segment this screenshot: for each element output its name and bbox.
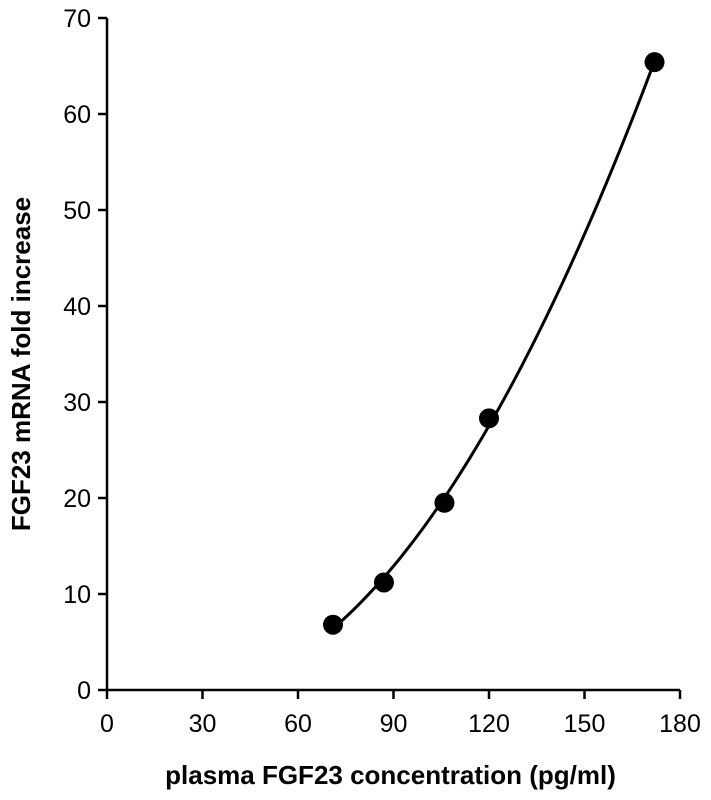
y-axis-title: FGF23 mRNA fold increase — [6, 197, 36, 531]
x-tick-label: 120 — [468, 710, 510, 738]
y-ticks: 0 10 20 30 40 50 60 70 — [63, 5, 107, 705]
x-axis-title: plasma FGF23 concentration (pg/ml) — [165, 760, 616, 790]
x-ticks: 0 30 60 90 120 150 180 — [100, 690, 701, 738]
x-tick-label: 150 — [564, 710, 606, 738]
fit-curve — [332, 60, 656, 630]
data-point — [644, 52, 665, 73]
x-tick-label: 0 — [100, 710, 114, 738]
y-tick-label: 0 — [77, 677, 91, 705]
x-tick-label: 90 — [380, 710, 408, 738]
data-point — [323, 614, 344, 635]
y-tick-label: 70 — [63, 5, 91, 33]
data-point — [479, 408, 499, 429]
x-tick-label: 180 — [659, 710, 701, 738]
axes — [105, 18, 680, 692]
y-tick-label: 30 — [63, 389, 91, 417]
y-tick-label: 50 — [63, 197, 91, 225]
x-tick-label: 60 — [284, 710, 312, 738]
data-point — [434, 492, 455, 513]
y-tick-label: 20 — [63, 485, 91, 513]
y-tick-label: 40 — [63, 293, 91, 321]
data-point — [373, 572, 394, 593]
data-points — [323, 52, 665, 635]
x-tick-label: 30 — [189, 710, 217, 738]
y-tick-label: 10 — [63, 581, 91, 609]
y-tick-label: 60 — [63, 101, 91, 129]
